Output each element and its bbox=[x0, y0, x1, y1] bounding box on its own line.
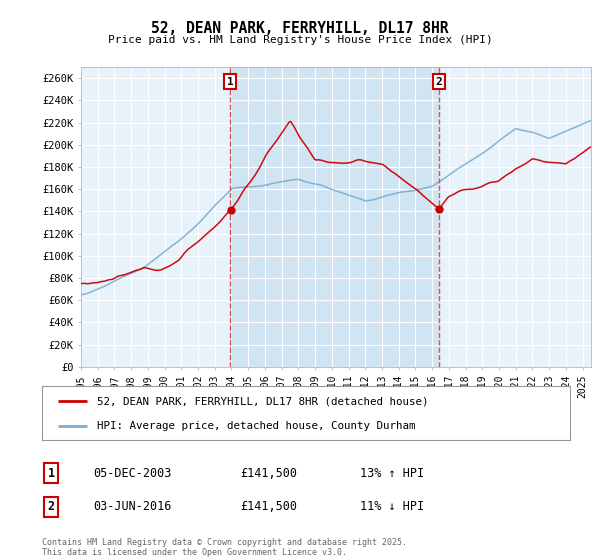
Text: 2: 2 bbox=[436, 77, 443, 87]
Text: Price paid vs. HM Land Registry's House Price Index (HPI): Price paid vs. HM Land Registry's House … bbox=[107, 35, 493, 45]
Text: 1: 1 bbox=[47, 466, 55, 480]
Text: HPI: Average price, detached house, County Durham: HPI: Average price, detached house, Coun… bbox=[97, 421, 416, 431]
Text: 05-DEC-2003: 05-DEC-2003 bbox=[93, 466, 172, 480]
Text: 03-JUN-2016: 03-JUN-2016 bbox=[93, 500, 172, 514]
Text: 1: 1 bbox=[227, 77, 233, 87]
Text: £141,500: £141,500 bbox=[240, 500, 297, 514]
Text: 2: 2 bbox=[47, 500, 55, 514]
Bar bbox=[230, 67, 439, 367]
Text: 52, DEAN PARK, FERRYHILL, DL17 8HR: 52, DEAN PARK, FERRYHILL, DL17 8HR bbox=[151, 21, 449, 36]
Text: 52, DEAN PARK, FERRYHILL, DL17 8HR (detached house): 52, DEAN PARK, FERRYHILL, DL17 8HR (deta… bbox=[97, 396, 429, 407]
Text: 13% ↑ HPI: 13% ↑ HPI bbox=[360, 466, 424, 480]
Text: Contains HM Land Registry data © Crown copyright and database right 2025.
This d: Contains HM Land Registry data © Crown c… bbox=[42, 538, 407, 557]
Text: 11% ↓ HPI: 11% ↓ HPI bbox=[360, 500, 424, 514]
Text: £141,500: £141,500 bbox=[240, 466, 297, 480]
